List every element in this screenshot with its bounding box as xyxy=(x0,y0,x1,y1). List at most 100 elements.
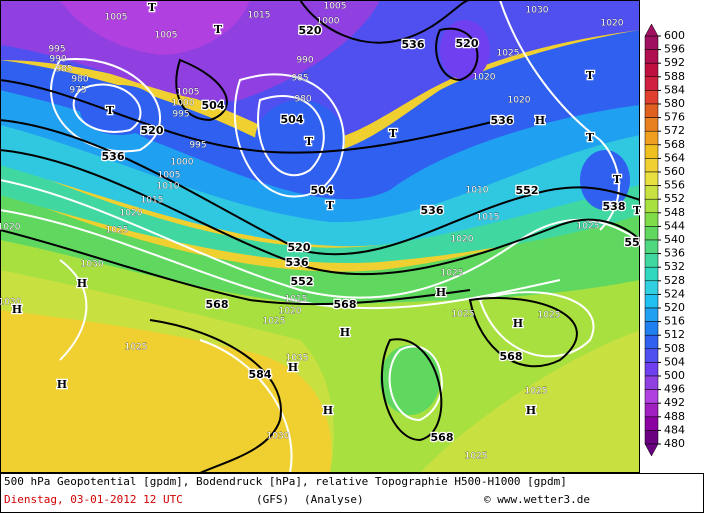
pressure-label: 1025 xyxy=(538,311,561,321)
pressure-label: 1000 xyxy=(172,99,195,109)
pressure-center-marker: T xyxy=(214,23,223,36)
colorbar-band xyxy=(644,280,659,295)
colorbar-tick-label: 564 xyxy=(664,151,685,164)
colorbar-band xyxy=(644,239,659,254)
pressure-label: 985 xyxy=(291,74,308,84)
geopotential-label: 536 xyxy=(286,256,309,269)
map-fields xyxy=(0,0,640,473)
colorbar-tick-label: 584 xyxy=(664,83,685,96)
pressure-center-marker: T xyxy=(148,1,157,14)
pressure-label: 980 xyxy=(294,95,311,105)
colorbar-band xyxy=(644,198,659,214)
geopotential-label: 520 xyxy=(456,37,479,50)
geopotential-label: 520 xyxy=(288,241,311,254)
pressure-label: 1030 xyxy=(0,298,22,308)
colorbar-tick-label: 552 xyxy=(664,192,685,205)
pressure-label: 1025 xyxy=(577,222,600,232)
colorbar-band xyxy=(644,430,659,445)
pressure-center-marker: H xyxy=(436,286,446,299)
pressure-center-marker: T xyxy=(389,127,398,140)
pressure-label: 1005 xyxy=(177,88,200,98)
geopotential-label: 568 xyxy=(334,298,357,311)
colorbar-band xyxy=(644,103,659,118)
colorbar-band xyxy=(644,321,659,336)
pressure-center-marker: T xyxy=(305,135,314,148)
map-frame xyxy=(0,0,640,473)
geopotential-label: 520 xyxy=(141,124,164,137)
colorbar-band xyxy=(644,294,659,309)
pressure-label: 1025 xyxy=(525,387,548,397)
geopotential-label: 504 xyxy=(281,113,304,126)
pressure-center-marker: T xyxy=(613,173,622,186)
geopotential-label: 552 xyxy=(516,184,539,197)
colorbar-tick-label: 596 xyxy=(664,43,685,56)
colorbar-band xyxy=(644,90,659,105)
pressure-center-marker: T xyxy=(633,204,642,217)
pressure-label: 1025 xyxy=(125,343,148,353)
colorbar-band xyxy=(644,307,659,322)
footer-model: (GFS) xyxy=(256,493,289,506)
pressure-label: 985 xyxy=(55,65,72,75)
colorbar-tick-label: 516 xyxy=(664,315,685,328)
colorbar-tick-label: 560 xyxy=(664,165,685,178)
colorbar-band xyxy=(644,35,659,50)
pressure-label: 1025 xyxy=(106,226,129,236)
pressure-label: 1000 xyxy=(171,158,194,168)
pressure-center-marker: H xyxy=(77,277,87,290)
pressure-label: 1030 xyxy=(267,432,290,442)
pressure-label: 1005 xyxy=(155,31,178,41)
colorbar-band xyxy=(644,348,659,363)
colorbar-band xyxy=(644,130,659,146)
pressure-label: 995 xyxy=(48,45,65,55)
colorbar-band xyxy=(644,266,659,282)
colorbar-tick-label: 496 xyxy=(664,383,685,396)
pressure-center-marker: H xyxy=(526,404,536,417)
colorbar-tick-label: 588 xyxy=(664,70,685,83)
geopotential-label: 552 xyxy=(291,275,314,288)
geopotential-label: 536 xyxy=(491,114,514,127)
pressure-label: 995 xyxy=(189,141,206,151)
colorbar-tick-label: 572 xyxy=(664,124,685,137)
pressure-label: 1010 xyxy=(157,182,180,192)
pressure-label: 1025 xyxy=(452,310,475,320)
colorbar-tick-label: 488 xyxy=(664,410,685,423)
footer-credit: © www.wetter3.de xyxy=(484,493,590,506)
colorbar-band xyxy=(644,49,659,64)
pressure-label: 1030 xyxy=(81,260,104,270)
pressure-label: 1015 xyxy=(477,213,500,223)
pressure-label: 990 xyxy=(49,55,66,65)
pressure-label: 1020 xyxy=(0,223,21,233)
colorbar-band xyxy=(644,171,659,186)
colorbar-arrow-bottom xyxy=(644,443,659,457)
pressure-label: 1010 xyxy=(466,186,489,196)
geopotential-label: 536 xyxy=(421,204,444,217)
colorbar-tick-label: 508 xyxy=(664,342,685,355)
colorbar-tick-label: 492 xyxy=(664,396,685,409)
colorbar-tick-label: 484 xyxy=(664,423,685,436)
colorbar-band xyxy=(644,158,659,173)
footer-box xyxy=(0,473,704,513)
pressure-center-marker: H xyxy=(323,404,333,417)
colorbar-tick-label: 504 xyxy=(664,355,685,368)
colorbar-tick-label: 568 xyxy=(664,138,685,151)
geopotential-label: 568 xyxy=(500,350,523,363)
colorbar-tick-label: 536 xyxy=(664,247,685,260)
colorbar-band xyxy=(644,402,659,418)
geopotential-label: 536 xyxy=(402,38,425,51)
colorbar-band xyxy=(644,375,659,390)
pressure-label: 1035 xyxy=(286,354,309,364)
pressure-center-marker: H xyxy=(535,114,545,127)
pressure-label: 1020 xyxy=(120,209,143,219)
pressure-label: 1025 xyxy=(441,269,464,279)
pressure-label: 1030 xyxy=(526,6,549,16)
pressure-label: 1020 xyxy=(279,307,302,317)
pressure-label: 1000 xyxy=(317,17,340,27)
colorbar-band xyxy=(644,117,659,132)
colorbar-tick-label: 600 xyxy=(664,29,685,42)
geopotential-label: 568 xyxy=(206,298,229,311)
colorbar-band xyxy=(644,62,659,78)
colorbar-band xyxy=(644,185,659,200)
pressure-label: 1020 xyxy=(601,19,624,29)
